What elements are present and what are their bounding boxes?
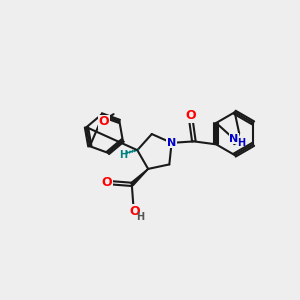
Text: O: O bbox=[186, 109, 196, 122]
Text: H: H bbox=[136, 212, 144, 222]
Text: N: N bbox=[229, 134, 239, 143]
Text: H: H bbox=[119, 150, 128, 160]
Text: N: N bbox=[167, 138, 176, 148]
Text: O: O bbox=[130, 205, 140, 218]
Text: O: O bbox=[99, 116, 110, 128]
Text: H: H bbox=[238, 138, 246, 148]
Polygon shape bbox=[130, 169, 148, 186]
Text: O: O bbox=[102, 176, 112, 189]
